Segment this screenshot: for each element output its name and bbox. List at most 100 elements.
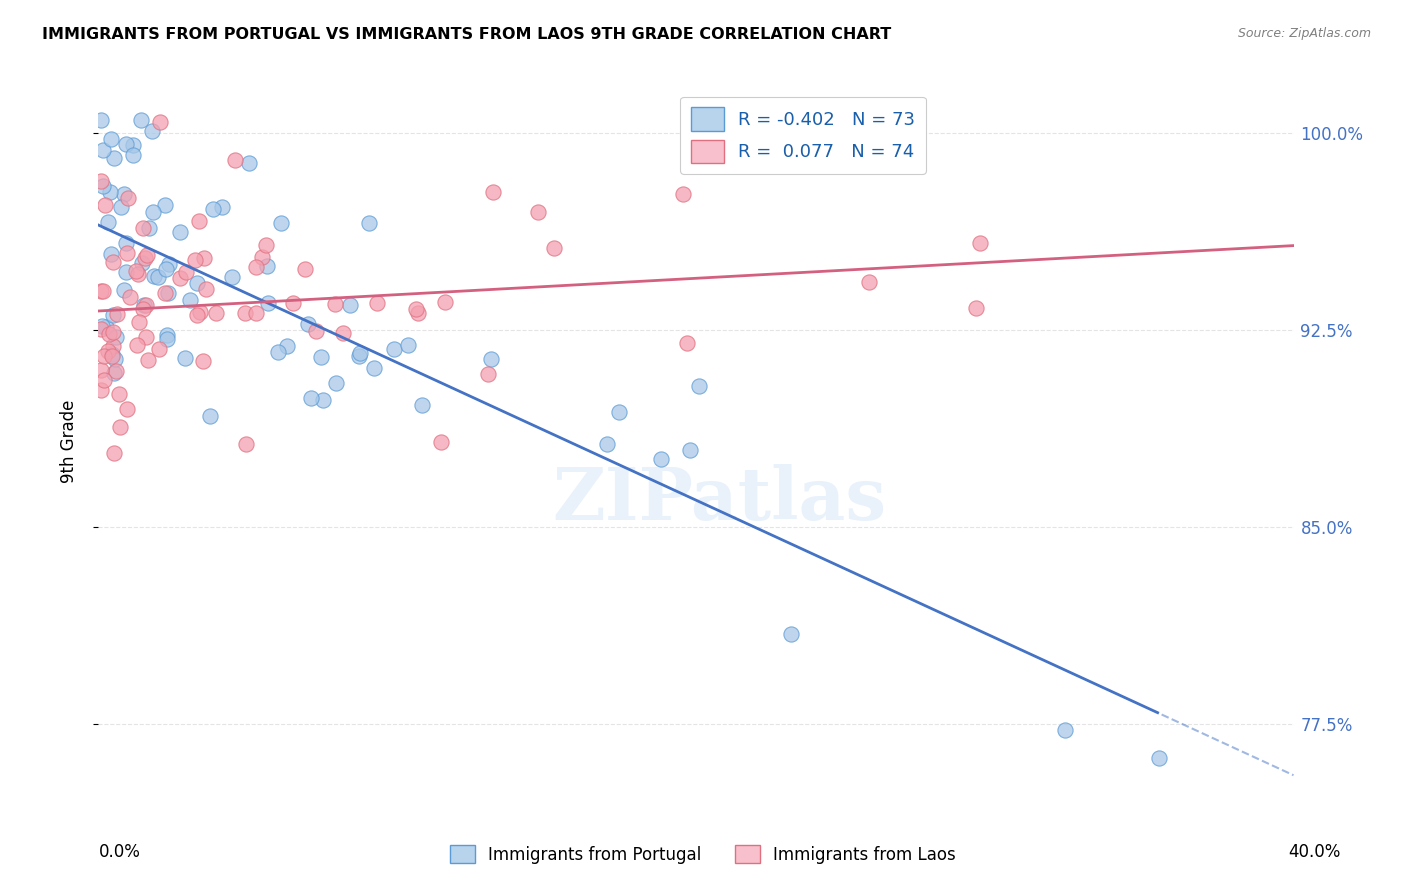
Point [90,174,112,188]
Point [103,308,125,322]
Point [104,364,127,378]
Point [235,437,257,451]
Point [323,296,346,310]
Point [94,319,117,334]
Point [169,225,191,239]
Point [349,346,371,360]
Point [211,200,233,214]
Point [179,293,201,308]
Point [105,330,128,344]
Point [135,247,157,261]
Point [270,216,292,230]
Point [157,257,180,271]
Point [105,307,128,321]
Point [184,253,207,268]
Point [115,246,138,260]
Point [679,442,702,457]
Point [100,247,122,261]
Point [101,254,124,268]
Text: 40.0%: 40.0% [1288,843,1341,861]
Point [129,112,152,127]
Point [112,187,135,202]
Point [93,373,115,387]
Point [132,221,155,235]
Point [90,383,112,397]
Point [114,136,136,151]
Point [187,213,209,227]
Point [543,241,565,255]
Point [128,315,150,329]
Point [114,265,136,279]
Point [359,216,381,230]
Point [174,265,197,279]
Point [115,235,138,250]
Point [221,270,243,285]
Point [675,336,697,351]
Point [430,435,453,450]
Point [120,290,142,304]
Point [186,276,208,290]
Text: Source: ZipAtlas.com: Source: ZipAtlas.com [1237,27,1371,40]
Point [135,330,157,344]
Point [112,283,135,297]
Point [325,376,347,391]
Point [366,296,388,310]
Point [148,342,170,356]
Point [193,251,215,265]
Point [93,178,115,193]
Text: ZIPatlas: ZIPatlas [553,464,887,535]
Point [90,322,112,336]
Point [607,405,630,419]
Point [91,285,114,299]
Point [91,143,114,157]
Point [91,318,114,333]
Point [191,354,214,368]
Point [157,285,180,300]
Point [103,325,125,339]
Point [276,339,298,353]
Point [195,282,218,296]
Point [98,185,121,199]
Point [299,391,322,405]
Point [256,259,278,273]
Point [527,204,550,219]
Point [198,409,221,424]
Point [141,124,163,138]
Point [479,351,502,366]
Point [596,437,619,451]
Point [281,295,304,310]
Point [132,298,155,312]
Point [965,301,987,315]
Point [482,186,505,200]
Point [117,191,139,205]
Text: IMMIGRANTS FROM PORTUGAL VS IMMIGRANTS FROM LAOS 9TH GRADE CORRELATION CHART: IMMIGRANTS FROM PORTUGAL VS IMMIGRANTS F… [42,27,891,42]
Point [433,295,456,310]
Point [305,324,328,338]
Point [149,115,172,129]
Point [858,275,880,289]
Point [267,344,290,359]
Point [127,338,149,352]
Point [122,138,145,153]
Point [98,327,121,342]
Point [104,351,127,366]
Point [245,260,267,274]
Point [650,452,672,467]
Point [125,264,148,278]
Point [297,317,319,331]
Point [202,202,225,216]
Point [339,298,361,312]
Point [173,351,195,365]
Legend: Immigrants from Portugal, Immigrants from Laos: Immigrants from Portugal, Immigrants fro… [443,838,963,871]
Point [309,350,332,364]
Point [127,268,149,282]
Point [103,152,125,166]
Point [100,131,122,145]
Point [257,295,280,310]
Point [101,349,124,363]
Point [411,398,433,412]
Point [135,297,157,311]
Point [97,343,120,358]
Point [254,238,277,252]
Point [188,305,211,319]
